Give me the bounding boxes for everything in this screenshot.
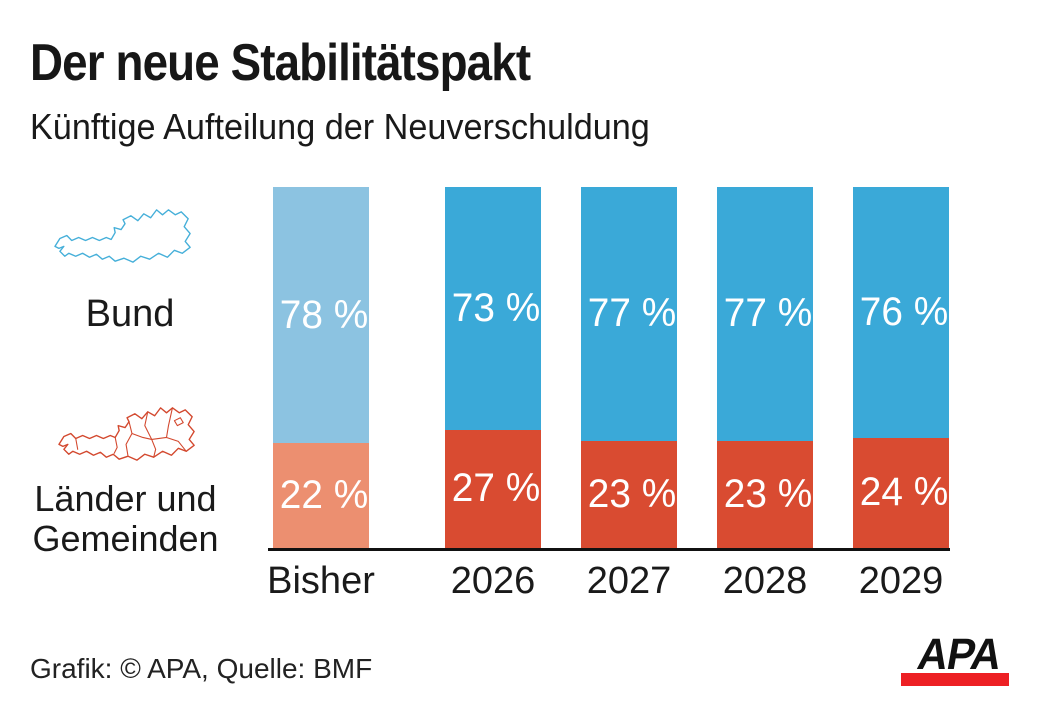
bar-segment-laender: 24 %	[853, 437, 949, 548]
page-title: Der neue Stabilitätspakt	[30, 34, 531, 92]
bar-column-bisher: 78 % 22 %	[273, 187, 369, 548]
page-subtitle: Künftige Aufteilung der Neuverschuldung	[30, 106, 650, 147]
austria-map-bund-icon	[54, 209, 191, 263]
bar-segment-bund: 73 %	[445, 187, 541, 430]
bar-value-label: 77 %	[723, 291, 813, 336]
bar-value-label: 76 %	[859, 289, 949, 334]
bar-value-label: 73 %	[451, 285, 541, 330]
axis-label-2028: 2028	[722, 560, 808, 602]
axis-label-2027: 2027	[586, 560, 672, 602]
bar-column-2027: 77 % 23 %	[581, 187, 677, 548]
apa-logo-red-bar-icon	[901, 673, 1009, 686]
bar-value-label: 27 %	[451, 466, 541, 511]
bar-segment-bund: 77 %	[717, 187, 813, 441]
bar-column-2026: 73 % 27 %	[445, 187, 541, 548]
austria-map-laender-icon	[58, 407, 195, 461]
bar-segment-bund: 77 %	[581, 187, 677, 441]
bar-value-label: 77 %	[587, 291, 677, 336]
bar-value-label: 23 %	[587, 471, 677, 516]
axis-label-2026: 2026	[450, 560, 536, 602]
bar-value-label: 78 %	[279, 292, 369, 337]
bar-value-label: 24 %	[859, 470, 949, 515]
apa-logo: APA	[901, 630, 1011, 686]
bar-segment-laender: 23 %	[717, 440, 813, 548]
axis-label-bisher: Bisher	[267, 560, 375, 602]
bar-segment-bund: 78 %	[273, 187, 369, 444]
source-credit: Grafik: © APA, Quelle: BMF	[30, 653, 373, 684]
bar-segment-laender: 23 %	[581, 440, 677, 548]
legend-label-laender: Länder und Gemeinden	[8, 479, 243, 559]
bar-segment-laender: 22 %	[273, 443, 369, 548]
legend-label-laender-line2: Gemeinden	[32, 518, 219, 559]
apa-logo-text: APA	[913, 630, 1005, 679]
legend-label-laender-line1: Länder und	[34, 478, 217, 519]
plot-area: 78 % 22 % 73 % 27 % 77 % 23 % 77 % 23 % 76 % 24 %	[268, 187, 950, 551]
axis-label-2029: 2029	[858, 560, 944, 602]
bar-column-2028: 77 % 23 %	[717, 187, 813, 548]
bar-column-2029: 76 % 24 %	[853, 187, 949, 548]
bar-segment-laender: 27 %	[445, 429, 541, 548]
bar-value-label: 22 %	[279, 473, 369, 518]
bar-segment-bund: 76 %	[853, 187, 949, 438]
x-axis-line	[268, 548, 950, 551]
legend-label-bund: Bund	[85, 293, 175, 335]
bar-value-label: 23 %	[723, 471, 813, 516]
